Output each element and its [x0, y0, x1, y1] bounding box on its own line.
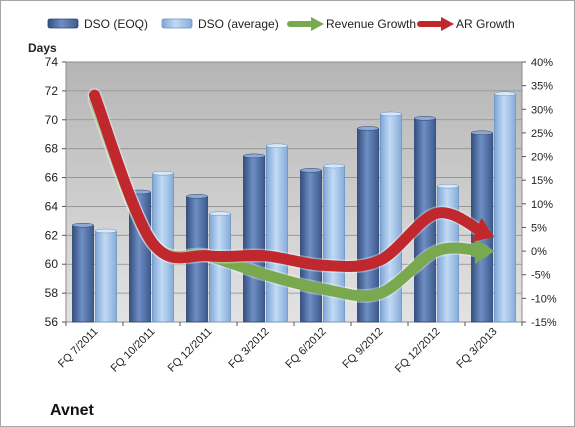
bar-dso-average-top: [266, 143, 288, 149]
y-tick-label: 58: [45, 286, 59, 300]
ar-growth-line: [89, 89, 489, 272]
y-tick-label: 62: [45, 228, 59, 242]
bar-dso-eoq-top: [186, 194, 208, 199]
revenue-growth-arrowhead: [475, 238, 494, 264]
bar-dso-average-top: [323, 163, 345, 169]
bar-dso-average-top: [152, 170, 174, 176]
y2-tick-label: 0%: [531, 246, 547, 258]
legend-swatch-dso-average: [161, 18, 193, 29]
y2-tick-label: 20%: [531, 152, 553, 164]
y-tick-label: 66: [45, 171, 59, 185]
y-tick-label: 72: [45, 84, 59, 98]
y2-tick-label: 35%: [531, 81, 553, 93]
bar-dso-eoq-top: [414, 116, 436, 121]
bar-dso-average: [266, 145, 288, 323]
bar-dso-eoq: [72, 224, 94, 323]
ar-growth-arrowhead: [471, 218, 494, 242]
y2-tick-label: -10%: [531, 293, 557, 305]
bar-dso-average: [494, 93, 516, 323]
x-tick-label: FQ 12/2012: [393, 326, 443, 376]
bar-dso-average-top: [95, 228, 117, 234]
x-tick-label: FQ 6/2012: [283, 326, 328, 371]
y2-tick-label: 40%: [531, 57, 553, 69]
bar-dso-eoq: [243, 155, 265, 323]
y-tick-label: 60: [45, 257, 59, 271]
x-tick-label: FQ 9/2012: [340, 326, 385, 371]
legend: DSO (EOQ) DSO (average) Revenue Growth AR G…: [47, 17, 515, 31]
chart-title: Avnet: [50, 402, 95, 419]
legend-arrow-revenue-growth: [311, 17, 324, 31]
y2-tick-label: 25%: [531, 128, 553, 140]
y-tick-label: 74: [45, 55, 59, 69]
x-tick-label: FQ 10/2011: [109, 326, 158, 375]
bar-dso-eoq: [300, 169, 322, 323]
x-tick-label: FQ 7/2011: [56, 326, 101, 371]
y2-tick-label: 30%: [531, 104, 553, 116]
y-tick-label: 70: [45, 113, 59, 127]
y2-tick-label: 10%: [531, 199, 553, 211]
y2-tick-label: 5%: [531, 222, 547, 234]
legend-label: Revenue Growth: [326, 17, 416, 31]
y2-tick-label: -5%: [531, 270, 551, 282]
bar-dso-eoq-top: [357, 126, 379, 131]
bar-dso-eoq-top: [300, 168, 322, 173]
y-tick-label: 56: [45, 315, 59, 329]
y-tick-label: 68: [45, 142, 59, 156]
y2-tick-label: 15%: [531, 175, 553, 187]
bar-dso-eoq-top: [243, 153, 265, 159]
bar-dso-average-top: [494, 91, 516, 97]
y2-tick-label: -15%: [531, 317, 557, 329]
legend-swatch-dso-eoq: [47, 18, 79, 29]
bar-dso-eoq-top: [471, 130, 493, 136]
bar-dso-average-top: [437, 183, 459, 189]
y-tick-label: 64: [45, 199, 59, 213]
legend-label: AR Growth: [456, 17, 515, 31]
bar-dso-average: [95, 230, 117, 323]
bar-dso-eoq-top: [72, 222, 94, 228]
legend-label: DSO (average): [198, 17, 279, 31]
legend-arrow-ar-growth: [441, 17, 454, 31]
bar-dso-average-top: [209, 211, 231, 216]
y-axis-label: Days: [28, 41, 57, 55]
x-tick-label: FQ 3/2013: [454, 326, 499, 371]
bar-dso-average-top: [380, 111, 402, 117]
x-tick-label: FQ 3/2012: [226, 326, 271, 371]
legend-label: DSO (EOQ): [84, 17, 148, 31]
x-tick-label: FQ 12/2011: [166, 326, 215, 375]
